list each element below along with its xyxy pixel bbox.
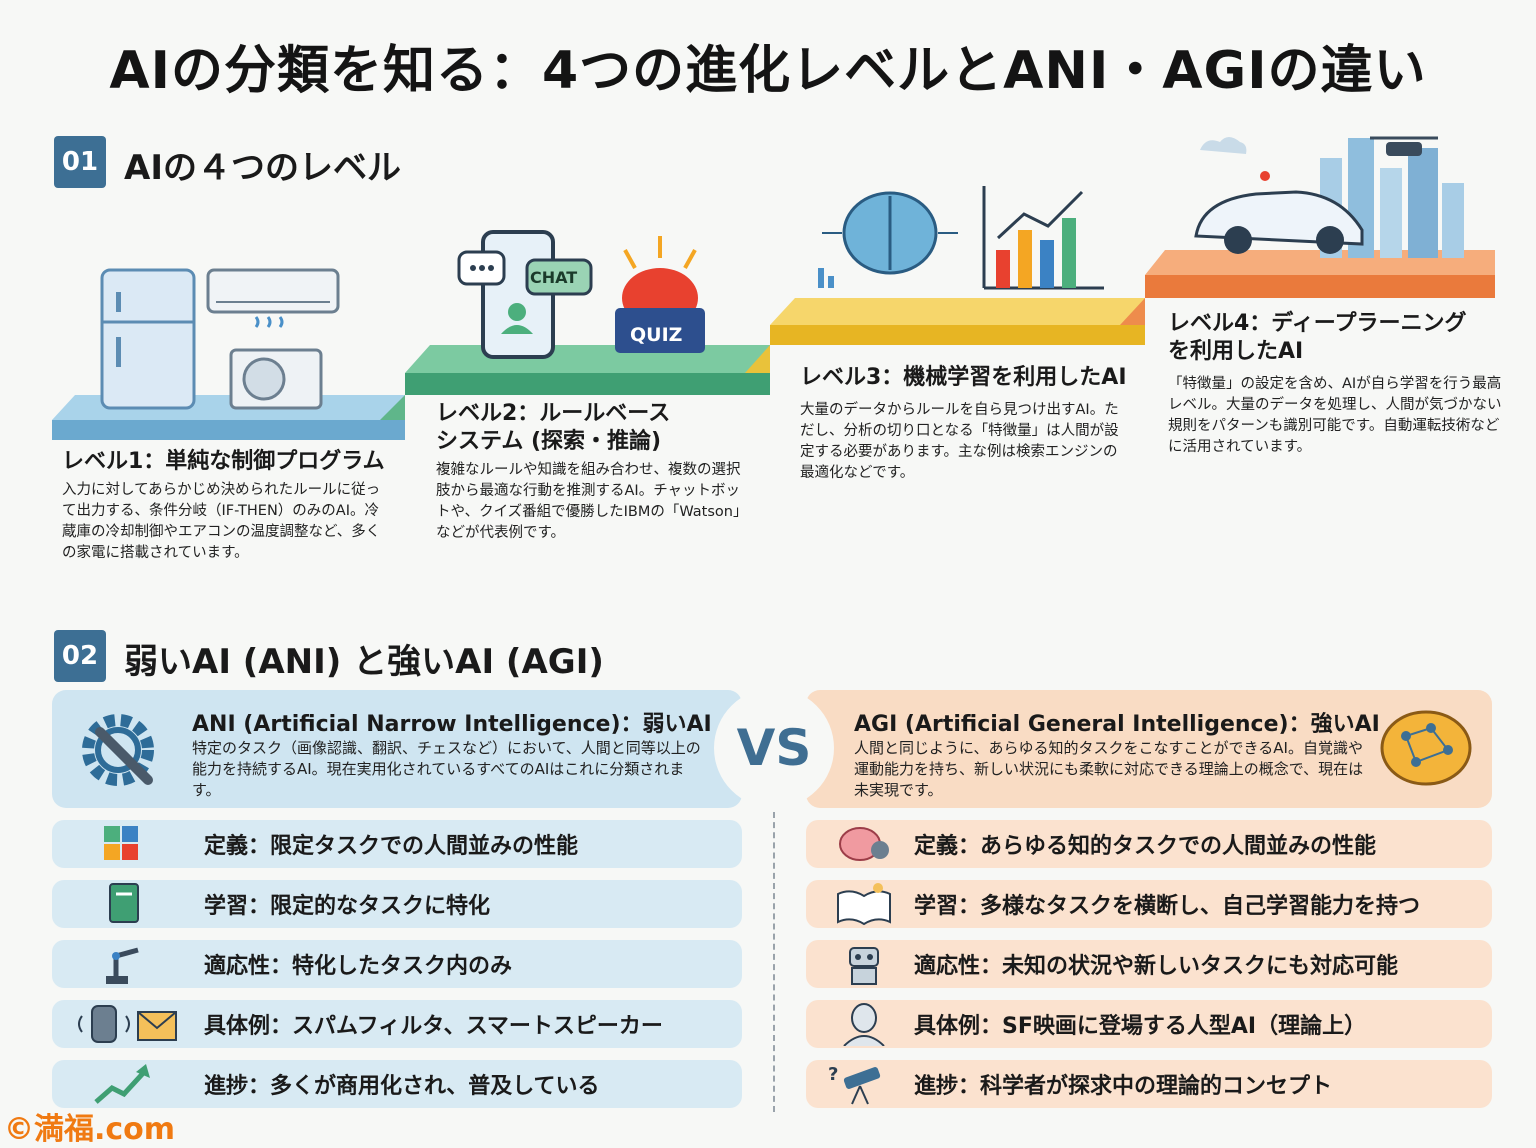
book-icon (109, 883, 139, 923)
level4-title-line2: を利用したAI (1168, 339, 1304, 364)
agi-adaptability-text: 適応性：未知の状況や新しいタスクにも対応可能 (914, 954, 1399, 979)
ani-desc: 特定のタスク（画像認識、翻訳、チェスなど）において、人間と同等以上の能力を持続す… (192, 739, 701, 799)
agi-row-adaptability: 適応性：未知の状況や新しいタスクにも対応可能 (806, 940, 1492, 988)
brain-network-icon (1380, 710, 1472, 786)
telescope-icon: ? (828, 1064, 881, 1105)
ani-learning-text: 学習：限定的なタスクに特化 (204, 894, 491, 919)
ani-row-learning: 学習：限定的なタスクに特化 (52, 880, 742, 928)
svg-text:?: ? (828, 1064, 838, 1085)
agi-title: AGI (Artificial General Intelligence)：強い… (854, 712, 1380, 737)
level4-title-line1: レベル4：ディープラーニング (1168, 311, 1467, 336)
agi-progress-text: 進捗：科学者が探求中の理論的コンセプト (914, 1074, 1333, 1099)
chat-label: CHAT (530, 268, 578, 287)
section-title: 弱いAI (ANI) と強いAI (AGI) (124, 642, 604, 682)
agi-row-definition: 定義：あらゆる知的タスクでの人間並みの性能 (806, 820, 1492, 868)
ani-row-definition: 定義：限定タスクでの人間並みの性能 (52, 820, 742, 868)
ani-row-adaptability: 適応性：特化したタスク内のみ (52, 940, 742, 988)
agi-desc: 人間と同じように、あらゆる知的タスクをこなすことができるAI。自覚識や運動能力を… (854, 739, 1364, 799)
agi-row-progress: ? 進捗：科学者が探求中の理論的コンセプト (806, 1060, 1492, 1108)
level2-title-line2: システム (探索・推論) (436, 429, 662, 454)
agi-examples-text: 具体例：SF映画に登場する人型AI（理論上） (914, 1014, 1367, 1039)
ani-progress-text: 進捗：多くが商用化され、普及している (204, 1074, 600, 1099)
car-drone-city-icon (1194, 136, 1464, 258)
robot-icon (849, 947, 879, 985)
ani-card: ANI (Artificial Narrow Intelligence)：弱いA… (52, 690, 742, 808)
ani-title: ANI (Artificial Narrow Intelligence)：弱いA… (192, 712, 712, 737)
agi-learning-text: 学習：多様なタスクを横断し、自己学習能力を持つ (914, 894, 1421, 919)
quiz-label: QUIZ (630, 324, 683, 346)
agi-row-examples: 具体例：SF映画に登場する人型AI（理論上） (806, 1000, 1492, 1048)
page-title: AIの分類を知る：4つの進化レベルとANI・AGIの違い (109, 41, 1427, 101)
robot-arm-icon (106, 947, 139, 984)
ani-examples-text: 具体例：スパムフィルタ、スマートスピーカー (204, 1014, 663, 1039)
level3-desc: 大量のデータからルールを自ら見つけ出すAI。ただし、分析の切り口となる「特徴量」… (800, 402, 1119, 481)
trend-up-icon (94, 1064, 150, 1104)
open-book-icon (837, 883, 891, 926)
ani-adaptability-text: 適応性：特化したタスク内のみ (204, 954, 513, 979)
level2-desc: 複雑なルールや知識を組み合わせ、複数の選択肢から最適な行動を推測するAI。チャッ… (436, 462, 748, 541)
vs-badge: VS (714, 688, 834, 808)
brain-chart-icon (818, 186, 1104, 290)
level3-title: レベル3：機械学習を利用したAI (800, 365, 1127, 390)
level4-desc: 「特徴量」の設定を含め、AIが自ら学習を行う最高レベル。大量のデータを処理し、人… (1168, 376, 1502, 455)
humanoid-icon (843, 1003, 885, 1046)
agi-definition-text: 定義：あらゆる知的タスクでの人間並みの性能 (914, 834, 1377, 859)
level2-title-line1: レベル2：ルールベース (436, 401, 671, 426)
ani-row-progress: 進捗：多くが商用化され、普及している (52, 1060, 742, 1108)
level1-desc: 入力に対してあらかじめ決められたルールに従って出力する、条件分岐（IF-THEN… (62, 482, 381, 561)
ani-definition-text: 定義：限定タスクでの人間並みの性能 (204, 834, 579, 859)
ani-row-examples: 具体例：スパムフィルタ、スマートスピーカー (52, 1000, 742, 1048)
chat-quiz-icon (457, 230, 705, 359)
puzzle-icon (104, 826, 138, 860)
level1-title: レベル1：単純な制御プログラム (62, 449, 385, 474)
watermark: ©満福.com (4, 1112, 176, 1147)
appliances-icon (100, 268, 340, 410)
gear-wrench-icon (82, 714, 154, 786)
speaker-mail-icon (78, 1005, 177, 1043)
vs-divider (773, 812, 775, 1112)
vs-text: VS (736, 719, 812, 777)
agi-card: AGI (Artificial General Intelligence)：強い… (806, 690, 1492, 808)
section-number-badge: 02 (54, 630, 106, 682)
section-number-badge: 01 (54, 136, 106, 188)
agi-row-learning: 学習：多様なタスクを横断し、自己学習能力を持つ (806, 880, 1492, 928)
brain-gear-icon (839, 827, 889, 861)
section-title: AIの４つのレベル (124, 148, 401, 188)
